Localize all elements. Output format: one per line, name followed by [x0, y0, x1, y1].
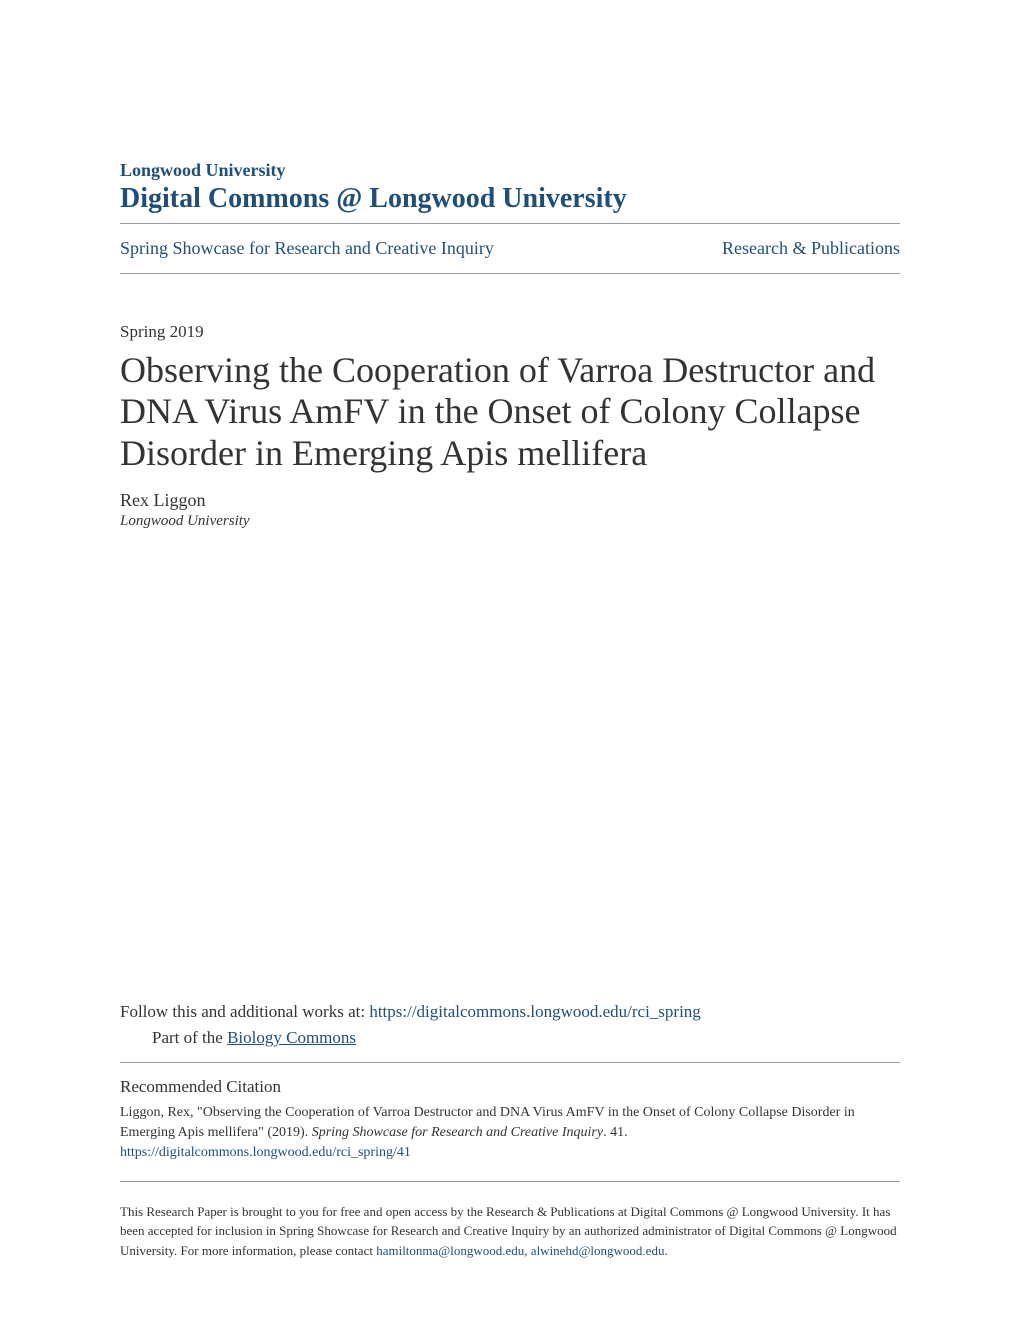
spacer [120, 530, 900, 1002]
nav-row: Spring Showcase for Research and Creativ… [120, 224, 900, 273]
publication-date: Spring 2019 [120, 322, 900, 342]
header-block: Longwood University Digital Commons @ Lo… [120, 160, 900, 223]
follow-prefix: Follow this and additional works at: [120, 1002, 369, 1021]
document-page: Longwood University Digital Commons @ Lo… [0, 0, 1020, 1320]
follow-line: Follow this and additional works at: htt… [120, 1002, 900, 1022]
footer-text-2: . [664, 1243, 667, 1258]
repository-name[interactable]: Digital Commons @ Longwood University [120, 183, 900, 215]
divider-nav [120, 273, 900, 274]
part-line: Part of the Biology Commons [152, 1028, 900, 1048]
university-name[interactable]: Longwood University [120, 160, 900, 181]
footer-text: This Research Paper is brought to you fo… [120, 1202, 900, 1261]
follow-section: Follow this and additional works at: htt… [120, 1002, 900, 1062]
author-affiliation: Longwood University [120, 513, 900, 530]
nav-right-link[interactable]: Research & Publications [722, 238, 900, 259]
citation-text-2: . 41. [603, 1125, 628, 1140]
follow-url-link[interactable]: https://digitalcommons.longwood.edu/rci_… [369, 1002, 700, 1021]
citation-url-link[interactable]: https://digitalcommons.longwood.edu/rci_… [120, 1145, 900, 1161]
part-prefix: Part of the [152, 1028, 227, 1047]
citation-header: Recommended Citation [120, 1077, 900, 1097]
divider-footer [120, 1181, 900, 1182]
footer-email-link[interactable]: hamiltonma@longwood.edu, alwinehd@longwo… [376, 1243, 664, 1258]
divider-citation [120, 1062, 900, 1063]
part-link[interactable]: Biology Commons [227, 1028, 356, 1047]
article-title: Observing the Cooperation of Varroa Dest… [120, 350, 900, 474]
nav-left-link[interactable]: Spring Showcase for Research and Creativ… [120, 238, 494, 259]
author-name: Rex Liggon [120, 490, 900, 511]
citation-series: Spring Showcase for Research and Creativ… [312, 1125, 603, 1140]
citation-body: Liggon, Rex, "Observing the Cooperation … [120, 1103, 900, 1142]
